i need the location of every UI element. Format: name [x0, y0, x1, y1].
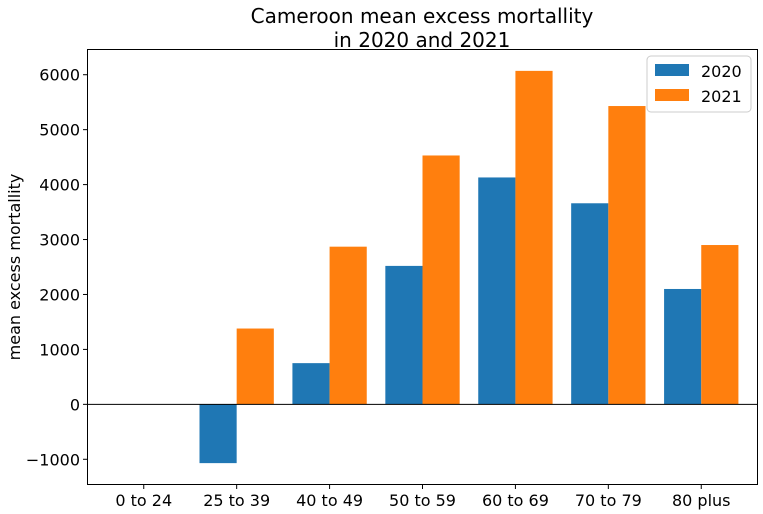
y-tick-label: −1000	[26, 450, 80, 469]
y-tick-label: 4000	[39, 176, 80, 195]
bar-2021-25-to-39	[236, 328, 274, 405]
bar-2020-25-to-39	[199, 404, 237, 464]
x-tick-label: 60 to 69	[482, 491, 549, 510]
bar-2021-50-to-59	[422, 155, 460, 405]
bar-2021-70-to-79	[608, 106, 646, 405]
y-tick-label: 0	[70, 395, 80, 414]
bar-2021-60-to-69	[515, 70, 553, 405]
y-axis-label: mean excess mortallity	[5, 174, 24, 361]
x-axis: 0 to 24 25 to 39 40 to 49 50 to 59 60 to 69 7…	[115, 484, 731, 510]
bar-2021-40-to-49	[329, 246, 367, 405]
bar-2020-80-plus	[664, 288, 702, 405]
legend-label-2021: 2021	[701, 87, 742, 106]
y-tick-label: 3000	[39, 231, 80, 250]
x-tick-label: 0 to 24	[115, 491, 172, 510]
x-tick-label: 50 to 59	[389, 491, 456, 510]
legend-label-2020: 2020	[701, 62, 742, 81]
x-tick-label: 70 to 79	[575, 491, 642, 510]
y-tick-label: 1000	[39, 340, 80, 359]
y-tick-label: 2000	[39, 285, 80, 304]
x-tick-label: 25 to 39	[203, 491, 270, 510]
x-tick-label: 40 to 49	[296, 491, 363, 510]
y-tick-label: 5000	[39, 121, 80, 140]
legend-swatch-2021	[655, 89, 689, 101]
y-tick-label: 6000	[39, 66, 80, 85]
y-axis: −1000 0 1000 2000 3000 4000 5000 6000	[26, 66, 88, 469]
legend: 2020 2021	[646, 55, 752, 113]
bar-2020-70-to-79	[571, 203, 609, 405]
legend-swatch-2020	[655, 64, 689, 76]
x-tick-label: 80 plus	[672, 491, 731, 510]
chart-title-line-2: in 2020 and 2021	[334, 28, 511, 52]
chart-title-line-1: Cameroon mean excess mortallity	[251, 4, 594, 28]
bar-2021-80-plus	[701, 245, 739, 405]
bar-2020-40-to-49	[292, 363, 330, 405]
bar-2020-60-to-69	[478, 177, 516, 405]
bar-2020-50-to-59	[385, 265, 423, 405]
bars-group	[199, 70, 739, 464]
